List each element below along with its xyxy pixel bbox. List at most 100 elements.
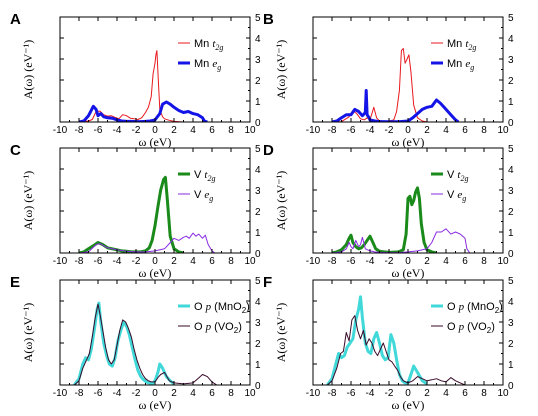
y-tick-label: 1 xyxy=(508,228,514,239)
y-axis-label: A(ω) (eV⁻¹) xyxy=(21,303,35,362)
legend-main: O xyxy=(447,301,459,313)
x-tick-label: 10 xyxy=(244,125,256,136)
x-tick-label: -10 xyxy=(53,125,68,136)
y-tick-label: 3 xyxy=(508,55,514,66)
legend-after: ) xyxy=(246,301,250,313)
series-line-o-p-vo2- xyxy=(326,315,466,385)
y-axis-label: A(ω) (eV⁻¹) xyxy=(274,303,288,362)
x-tick-label: 2 xyxy=(424,388,430,399)
y-axis-label: A(ω) (eV⁻¹) xyxy=(274,171,288,230)
legend-tail: (VO xyxy=(464,321,487,333)
y-tick-label: 4 xyxy=(508,34,514,45)
x-tick-label: -6 xyxy=(94,256,103,267)
x-tick-label: 8 xyxy=(228,256,234,267)
x-tick-label: 10 xyxy=(244,388,256,399)
y-tick-label: 0 xyxy=(255,118,261,129)
y-tick-label: 3 xyxy=(508,318,514,329)
x-tick-label: 6 xyxy=(209,256,215,267)
y-tick-label: 3 xyxy=(255,186,261,197)
y-tick-label: 0 xyxy=(508,118,514,129)
legend-sub: 2g xyxy=(468,43,476,52)
y-tick-label: 0 xyxy=(255,381,261,392)
y-tick-label: 5 xyxy=(255,144,261,155)
legend-italic: p xyxy=(205,321,212,333)
x-tick-label: 8 xyxy=(228,388,234,399)
y-tick-label: 5 xyxy=(508,276,514,287)
y-tick-label: 0 xyxy=(508,249,514,260)
legend-entry: V t2g xyxy=(194,169,215,183)
x-tick-label: -10 xyxy=(306,256,321,267)
y-tick-label: 2 xyxy=(255,76,261,87)
plot-frame xyxy=(59,147,251,254)
series-line-v-t2g xyxy=(331,186,437,253)
x-tick-label: -2 xyxy=(132,388,141,399)
y-tick-label: 4 xyxy=(255,165,261,176)
legend-sub: 2 xyxy=(487,326,492,335)
plot-frame xyxy=(312,16,504,123)
x-tick-label: -4 xyxy=(113,256,122,267)
x-tick-label: 2 xyxy=(424,256,430,267)
y-tick-label: 2 xyxy=(508,76,514,87)
legend-italic: p xyxy=(458,301,465,313)
legend-entry: Mn eg xyxy=(447,58,474,72)
x-tick-label: 10 xyxy=(497,256,509,267)
legend-entry: Mn t2g xyxy=(447,38,476,52)
x-tick-label: -2 xyxy=(385,388,394,399)
x-tick-label: 10 xyxy=(497,388,509,399)
legend-main: O xyxy=(447,321,459,333)
x-tick-label: 4 xyxy=(443,388,449,399)
x-axis-label: ω (eV) xyxy=(139,135,172,149)
legend-italic: e xyxy=(465,58,470,70)
x-tick-label: -4 xyxy=(113,388,122,399)
legend-entry: O p (VO2) xyxy=(447,321,495,335)
legend-italic: e xyxy=(204,189,209,201)
x-tick-label: -8 xyxy=(328,388,337,399)
x-tick-label: -2 xyxy=(132,125,141,136)
y-tick-label: 5 xyxy=(508,144,514,155)
x-tick-label: -6 xyxy=(94,125,103,136)
x-tick-label: -6 xyxy=(347,125,356,136)
x-tick-label: -6 xyxy=(94,388,103,399)
x-tick-label: 6 xyxy=(209,388,215,399)
y-axis-label: A(ω) (eV⁻¹) xyxy=(21,40,35,99)
x-tick-label: -8 xyxy=(75,125,84,136)
x-tick-label: -2 xyxy=(385,256,394,267)
x-axis-label: ω (eV) xyxy=(392,135,425,149)
y-tick-label: 3 xyxy=(255,318,261,329)
y-tick-label: 3 xyxy=(255,55,261,66)
series-line-v-t2g xyxy=(78,175,184,253)
legend-sub: 2g xyxy=(215,43,223,52)
legend-after: ) xyxy=(499,301,503,313)
legend-main: Mn xyxy=(194,58,212,70)
x-tick-label: 4 xyxy=(443,256,449,267)
x-tick-label: -10 xyxy=(306,388,321,399)
x-axis-label: ω (eV) xyxy=(392,266,425,280)
legend-sub: 2 xyxy=(234,326,239,335)
x-tick-label: -8 xyxy=(328,256,337,267)
y-tick-label: 4 xyxy=(255,297,261,308)
legend-entry: O p (MnO2) xyxy=(194,301,250,315)
legend-sub: 2g xyxy=(207,174,215,183)
legend-entry: O p (VO2) xyxy=(194,321,242,335)
legend-italic: t xyxy=(212,38,216,50)
y-tick-label: 5 xyxy=(255,13,261,24)
legend-italic: p xyxy=(205,301,212,313)
x-tick-label: -10 xyxy=(53,256,68,267)
legend-italic: e xyxy=(457,189,462,201)
legend-main: O xyxy=(194,301,206,313)
x-tick-label: 0 xyxy=(405,125,411,136)
legend-tail: (MnO xyxy=(211,301,242,313)
legend-entry: Mn eg xyxy=(194,58,221,72)
legend-after: ) xyxy=(491,321,495,333)
x-tick-label: -8 xyxy=(328,125,337,136)
legend-sub: g xyxy=(470,63,474,72)
x-tick-label: 0 xyxy=(405,388,411,399)
x-tick-label: 2 xyxy=(424,125,430,136)
y-tick-label: 4 xyxy=(255,34,261,45)
x-tick-label: -8 xyxy=(75,388,84,399)
x-tick-label: 2 xyxy=(171,125,177,136)
x-tick-label: -10 xyxy=(306,125,321,136)
legend-sub: g xyxy=(209,194,213,203)
